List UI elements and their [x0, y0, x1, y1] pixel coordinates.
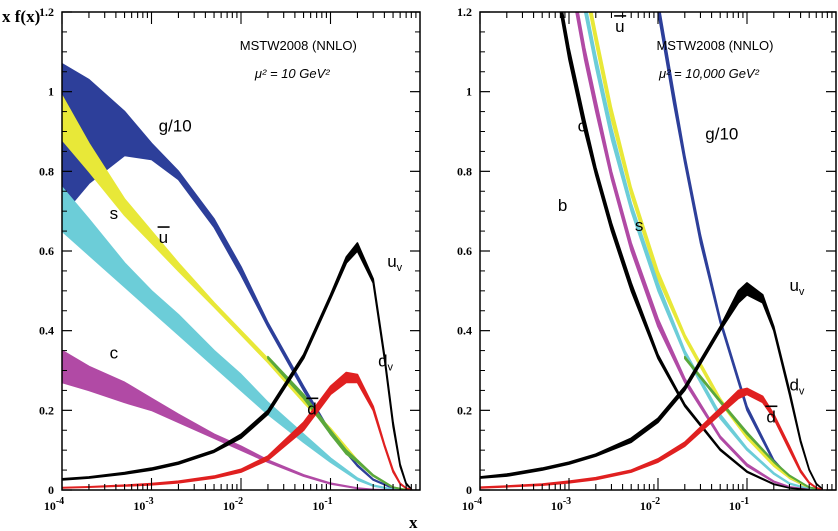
y-tick-label: 0.8 — [39, 164, 54, 178]
x-tick-label: 10-2 — [640, 496, 660, 513]
y-tick-label: 1 — [48, 85, 54, 99]
y-tick-label: 0.6 — [39, 244, 54, 258]
panel-high-scale: 0 0.2 0.4 0.6 0.8 1 1.2 10-4 10-3 10-2 10-1 MSTW200… — [457, 5, 837, 513]
series-label-dv: dv — [789, 375, 804, 397]
y-tick-label: 1.2 — [457, 5, 472, 19]
y-tick-label: 0.6 — [457, 244, 472, 258]
y-tick-label: 1.2 — [39, 5, 54, 19]
y-tick-label: 0 — [466, 483, 472, 497]
y-axis-title: x f(x) — [2, 7, 40, 26]
band-dv — [62, 371, 413, 490]
band-uv — [480, 282, 823, 490]
band-dv — [480, 387, 823, 490]
x-tick-label: 10-1 — [312, 496, 332, 513]
series-label-dbar: d — [307, 399, 316, 418]
y-tick-label: 0.2 — [39, 403, 54, 417]
series-bands — [62, 63, 413, 490]
band-b — [559, 12, 810, 490]
band-s — [62, 186, 407, 490]
y-tick-label: 1 — [466, 85, 472, 99]
panel-low-scale: 0 0.2 0.4 0.6 0.8 1 1.2 10-4 10-3 10-2 10-1 MSTW200… — [39, 5, 421, 513]
band-c — [62, 349, 407, 490]
series-label-ubar: u — [615, 17, 624, 36]
series-label-c: c — [578, 117, 587, 136]
y-tick-label: 0.4 — [457, 324, 472, 338]
y-tick-label: 0.2 — [457, 403, 472, 417]
band-uv — [62, 242, 413, 490]
panel-title: MSTW2008 (NNLO) — [240, 38, 357, 53]
series-label-uv: uv — [789, 276, 804, 298]
series-label-b: b — [558, 196, 567, 215]
y-tick-label: 0.8 — [457, 164, 472, 178]
series-label-dbar: d — [766, 407, 775, 426]
x-tick-label: 10-3 — [133, 496, 153, 513]
panel-title: MSTW2008 (NNLO) — [656, 38, 773, 53]
series-label-g: g/10 — [159, 117, 192, 136]
x-tick-label: 10-1 — [729, 496, 749, 513]
series-label-ubar: u — [159, 228, 168, 247]
series-label-c: c — [110, 344, 119, 363]
x-axis-title: x — [409, 513, 418, 531]
y-tick-label: 0.4 — [39, 324, 54, 338]
series-label-s: s — [110, 204, 119, 223]
panel-scale: μ² = 10,000 GeV² — [658, 66, 760, 81]
y-tick-label: 0 — [48, 483, 54, 497]
panel-scale: μ² = 10 GeV² — [254, 66, 330, 81]
series-label-uv: uv — [387, 252, 402, 274]
series-label-g: g/10 — [705, 124, 738, 143]
series-label-s: s — [635, 216, 644, 235]
x-tick-label: 10-4 — [44, 496, 64, 513]
x-tick-label: 10-2 — [223, 496, 243, 513]
x-tick-label: 10-4 — [462, 496, 482, 513]
series-label-dv: dv — [378, 352, 393, 374]
x-tick-label: 10-3 — [551, 496, 571, 513]
